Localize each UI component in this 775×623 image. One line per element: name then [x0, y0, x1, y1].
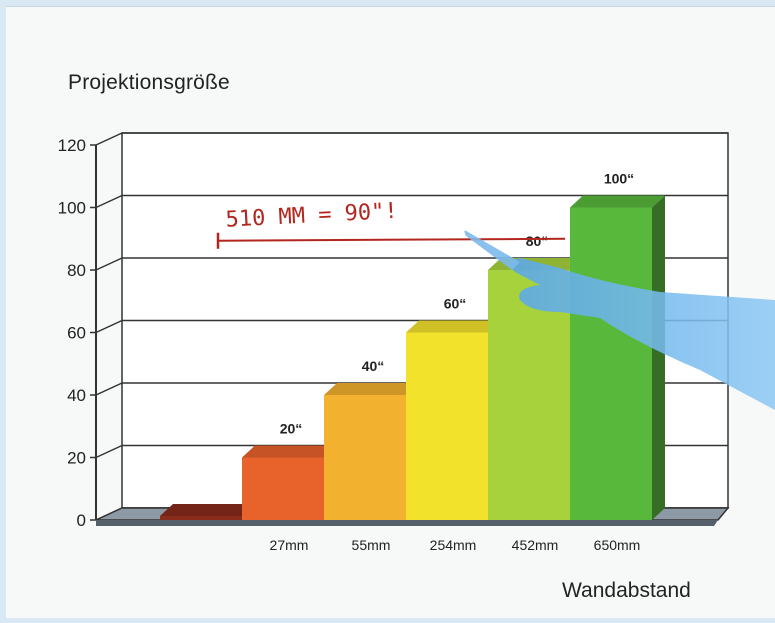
y-tick-label: 20	[67, 449, 86, 468]
x-tick-label: 254mm	[430, 537, 477, 553]
bar-top	[242, 445, 337, 458]
data-label: 40“	[362, 358, 385, 374]
gridline-diagonal	[95, 382, 123, 396]
labels: 0 20 40 60 80 100 120 20“ 27mm 40“ 55mm 60“ 254mm 80“…	[58, 136, 641, 553]
floor-edge	[96, 520, 718, 526]
y-tick-label: 60	[67, 324, 86, 343]
bar-top	[160, 504, 255, 516]
bar-top	[324, 383, 419, 395]
x-tick-label: 452mm	[512, 537, 559, 553]
x-tick-label: 55mm	[352, 537, 391, 553]
gridline-diagonal	[95, 194, 123, 209]
data-label: 20“	[280, 421, 303, 437]
y-tick-label: 40	[67, 386, 86, 405]
finger-shape	[464, 230, 520, 270]
gridline-diagonal	[95, 319, 123, 334]
annotation-line	[217, 237, 566, 242]
y-axis-title: Projektionsgröße	[68, 71, 230, 94]
y-tick-label: 100	[58, 199, 86, 218]
bar	[242, 457, 324, 520]
x-axis-title: Wandabstand	[562, 579, 691, 602]
bar	[160, 516, 242, 520]
bar-side	[652, 195, 665, 520]
gridline-diagonal	[95, 444, 123, 459]
bar	[406, 332, 488, 520]
x-tick-label: 27mm	[270, 537, 309, 553]
gridline-diagonal	[95, 257, 123, 271]
bar	[324, 395, 406, 520]
data-label: 100“	[604, 171, 634, 187]
pointing-hand	[464, 230, 775, 410]
data-label: 60“	[444, 296, 467, 312]
bar-top	[570, 195, 665, 208]
y-tick-label: 0	[77, 511, 86, 530]
data-label: 80“	[526, 233, 549, 249]
bar-top	[406, 320, 501, 333]
arm-shape	[511, 258, 775, 410]
y-tick-label: 80	[67, 261, 86, 280]
y-tick-label: 120	[58, 136, 86, 155]
bar	[570, 207, 652, 520]
x-tick-label: 650mm	[594, 537, 641, 553]
gridline-diagonal	[95, 132, 123, 146]
